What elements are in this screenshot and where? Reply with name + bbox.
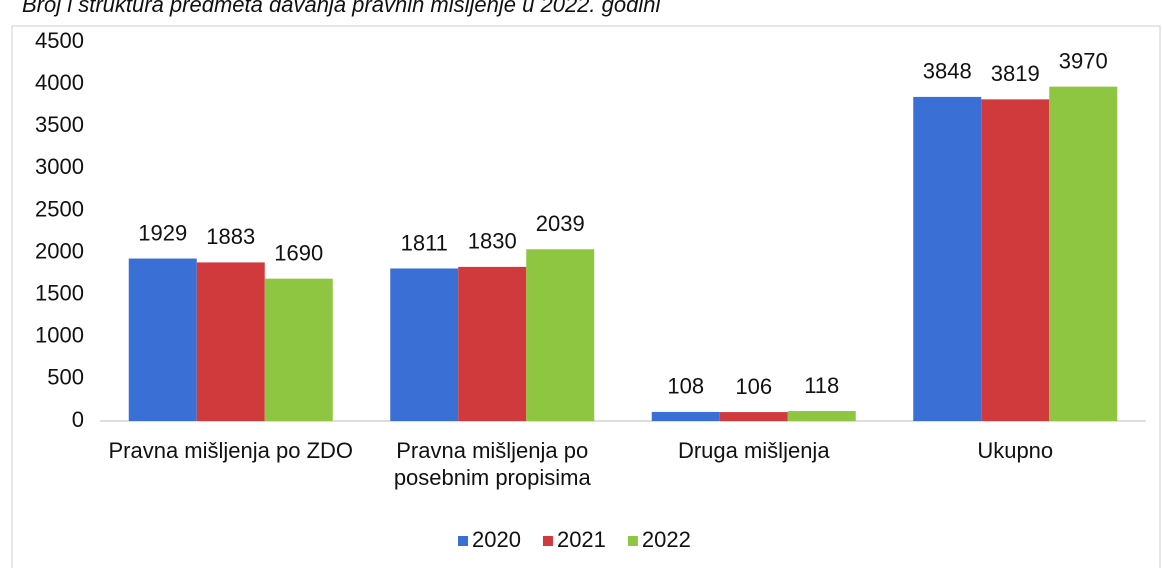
legend-label: 2020 <box>472 527 521 552</box>
data-label: 1811 <box>401 230 448 255</box>
chart-title: Broj i struktura predmeta davanja pravni… <box>22 0 661 17</box>
bar <box>196 262 265 421</box>
x-tick-label: Pravna mišljenja po ZDO <box>108 438 354 463</box>
y-tick-label: 3500 <box>35 112 84 137</box>
y-tick-label: 1000 <box>35 323 84 348</box>
bar <box>1049 86 1118 421</box>
y-tick-label: 0 <box>72 407 84 432</box>
bar <box>913 96 982 421</box>
y-tick-label: 4000 <box>35 70 84 95</box>
legend-label: 2021 <box>557 527 606 552</box>
data-label: 1883 <box>206 224 255 249</box>
data-label: 1929 <box>138 220 187 245</box>
x-tick-label: Druga mišljenja <box>677 438 830 463</box>
data-label: 108 <box>667 374 704 399</box>
y-tick-label: 4500 <box>35 28 84 53</box>
bar <box>526 249 595 421</box>
data-label: 2039 <box>536 211 585 236</box>
y-tick-label: 500 <box>47 365 84 390</box>
data-label: 3848 <box>923 59 972 84</box>
bar <box>981 99 1050 421</box>
x-tick-label: Ukupno <box>977 438 1054 463</box>
data-label: 3970 <box>1059 48 1108 73</box>
y-tick-label: 3000 <box>35 154 84 179</box>
legend-swatch <box>627 536 638 546</box>
bar <box>458 266 527 421</box>
legend-swatch <box>458 536 468 546</box>
bar <box>128 258 197 421</box>
data-label: 1690 <box>274 240 323 265</box>
y-tick-label: 2500 <box>35 196 84 221</box>
data-label: 106 <box>735 374 772 399</box>
chart-frame <box>11 25 1161 568</box>
x-tick-label: Pravna mišljenja po posebnim propisima <box>393 438 591 490</box>
bar <box>390 268 459 421</box>
y-tick-label: 1500 <box>35 280 84 305</box>
data-label: 1830 <box>468 229 517 254</box>
data-label: 118 <box>804 373 839 398</box>
bar <box>651 411 720 421</box>
data-label: 3819 <box>991 61 1040 86</box>
bar <box>719 412 788 421</box>
legend-swatch <box>542 536 553 546</box>
bar <box>787 411 856 421</box>
legend-label: 2022 <box>642 527 691 552</box>
y-tick-label: 2000 <box>35 238 84 263</box>
bar <box>264 278 333 421</box>
